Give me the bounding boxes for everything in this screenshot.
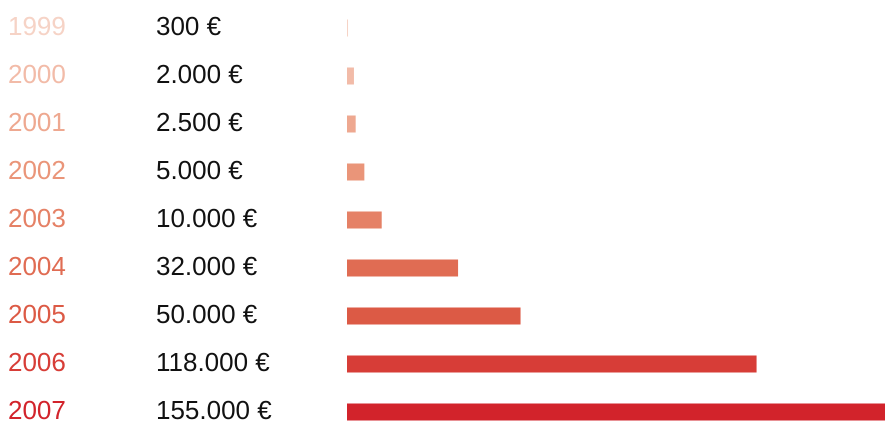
value-label: 10.000 € — [156, 203, 258, 233]
value-label: 5.000 € — [156, 155, 243, 185]
year-label: 2003 — [8, 203, 66, 233]
bar — [347, 67, 354, 85]
bar — [347, 19, 349, 37]
bar — [347, 163, 365, 181]
value-label: 50.000 € — [156, 299, 258, 329]
value-label: 2.000 € — [156, 59, 243, 89]
value-label: 32.000 € — [156, 251, 258, 281]
value-label: 300 € — [156, 11, 222, 41]
year-label: 2007 — [8, 395, 66, 425]
year-label: 2006 — [8, 347, 66, 377]
year-label: 1999 — [8, 11, 66, 41]
bar — [347, 403, 885, 421]
bar — [347, 355, 757, 373]
year-label: 2002 — [8, 155, 66, 185]
value-label: 2.500 € — [156, 107, 243, 137]
value-label: 155.000 € — [156, 395, 272, 425]
bar — [347, 115, 356, 133]
value-label: 118.000 € — [156, 347, 270, 377]
year-label: 2000 — [8, 59, 66, 89]
year-label: 2004 — [8, 251, 66, 281]
bar — [347, 211, 382, 229]
bar — [347, 307, 521, 325]
year-label: 2001 — [8, 107, 66, 137]
year-label: 2005 — [8, 299, 66, 329]
bar — [347, 259, 459, 277]
